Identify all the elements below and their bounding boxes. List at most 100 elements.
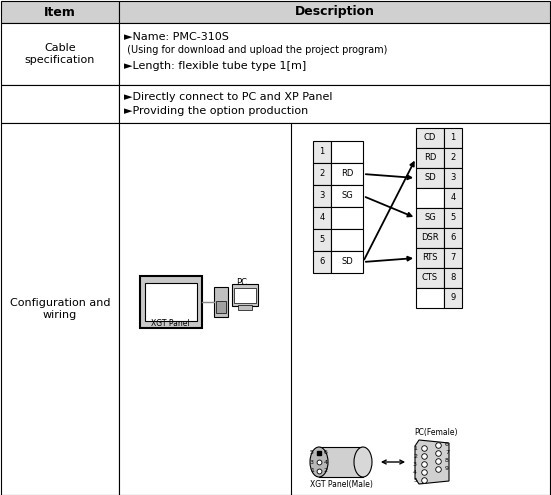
Bar [444,208,462,228]
Bar [444,288,462,308]
Text: 7: 7 [450,253,456,262]
Bar [1,1,119,23]
Bar [331,229,363,251]
Text: 2: 2 [320,169,325,179]
Bar [444,188,462,208]
Ellipse shape [310,447,328,477]
Text: PC: PC [236,278,247,287]
Bar [331,207,363,229]
Text: DSR: DSR [421,234,439,243]
Text: 2: 2 [413,453,417,458]
Bar [313,141,331,163]
Bar [1,85,119,123]
Bar [313,163,331,185]
Text: Configuration and
wiring: Configuration and wiring [10,298,110,320]
Text: ►Name: PMC-310S: ►Name: PMC-310S [124,32,229,42]
Text: SG: SG [424,213,436,222]
Text: 6: 6 [445,443,449,447]
Text: RD: RD [424,153,436,162]
Bar [1,123,119,495]
Bar [444,248,462,268]
Text: RTS: RTS [422,253,437,262]
Text: 3: 3 [413,461,417,466]
Text: 5: 5 [413,478,417,483]
Text: SG: SG [341,192,353,200]
Bar [238,304,252,309]
Bar [214,287,228,317]
Bar [232,284,258,305]
Bar [416,188,444,208]
Bar [119,123,550,495]
Bar [313,185,331,207]
Text: CD: CD [424,134,436,143]
Text: Description: Description [294,5,375,18]
Bar [313,207,331,229]
Text: ►Directly connect to PC and XP Panel: ►Directly connect to PC and XP Panel [124,92,332,102]
Text: 3: 3 [320,192,325,200]
Text: 6: 6 [324,450,328,455]
Text: 3: 3 [450,174,456,183]
Text: 9: 9 [445,466,449,472]
Bar [319,447,363,477]
Bar [234,288,256,302]
Bar [416,268,444,288]
Text: 2: 2 [324,468,328,474]
Polygon shape [415,440,449,484]
Text: 1: 1 [310,468,314,474]
Bar [144,283,197,321]
Bar [331,163,363,185]
Bar [331,251,363,273]
Bar [416,128,444,148]
Text: PC(Female): PC(Female) [414,429,458,438]
Text: ►Length: flexible tube type 1[m]: ►Length: flexible tube type 1[m] [124,61,306,71]
Bar [444,148,462,168]
Bar [416,288,444,308]
Text: Cable
specification: Cable specification [25,43,95,65]
Text: Item: Item [44,5,76,18]
Text: 5: 5 [450,213,456,222]
Bar [444,268,462,288]
Bar [416,228,444,248]
Bar [416,168,444,188]
Text: 6: 6 [450,234,456,243]
Bar [444,168,462,188]
Bar [444,228,462,248]
Text: 3: 3 [310,459,314,464]
Text: 2: 2 [450,153,456,162]
Text: 4: 4 [413,469,417,475]
Ellipse shape [354,447,372,477]
Text: 7: 7 [445,450,449,455]
Text: SD: SD [424,174,436,183]
Text: 5: 5 [320,236,325,245]
Bar [119,85,550,123]
Text: 1: 1 [450,134,456,143]
Text: 4: 4 [450,194,456,202]
Bar [139,276,202,328]
Bar [416,208,444,228]
Bar [1,23,119,85]
Bar [216,300,226,312]
Text: XGT Panel: XGT Panel [152,319,190,328]
Text: 4: 4 [324,459,328,464]
Text: ►Providing the option production: ►Providing the option production [124,106,308,116]
Bar [416,148,444,168]
Text: 4: 4 [320,213,325,222]
Text: 9: 9 [450,294,456,302]
Bar [313,251,331,273]
Text: 1: 1 [413,446,417,450]
Bar [119,23,550,85]
Bar [444,128,462,148]
Text: 6: 6 [320,257,325,266]
Text: CTS: CTS [422,274,438,283]
Text: XGT Panel(Male): XGT Panel(Male) [310,480,372,489]
Text: (Using for download and upload the project program): (Using for download and upload the proje… [124,45,387,55]
Text: SD: SD [341,257,353,266]
Text: RD: RD [341,169,353,179]
Text: 8: 8 [445,458,449,463]
Text: 1: 1 [320,148,325,156]
Bar [313,229,331,251]
Bar [416,248,444,268]
Bar [119,1,550,23]
Text: 8: 8 [450,274,456,283]
Bar [331,141,363,163]
